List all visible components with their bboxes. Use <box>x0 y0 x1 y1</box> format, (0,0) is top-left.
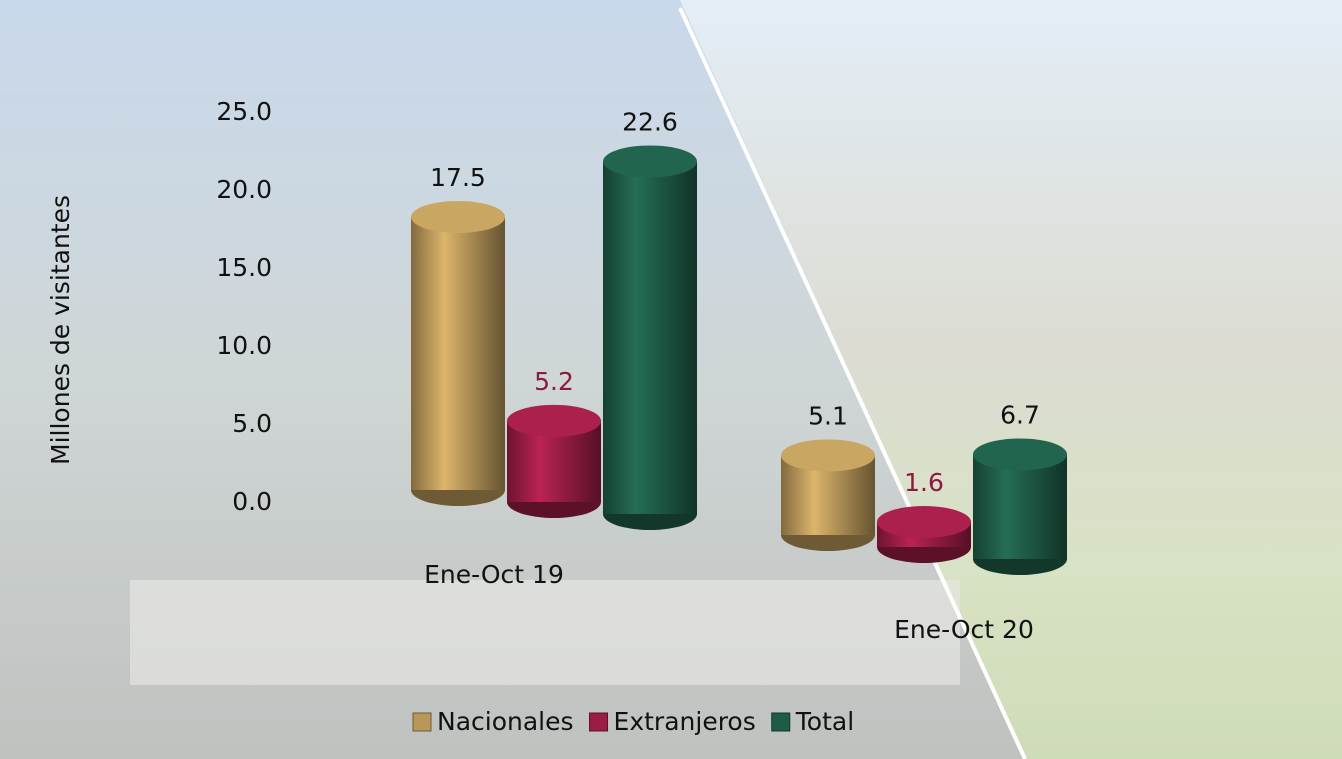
x-tick-label: Ene-Oct 19 <box>424 560 564 589</box>
data-label: 5.2 <box>534 367 574 396</box>
data-label: 6.7 <box>1000 400 1040 429</box>
bar <box>411 217 505 490</box>
y-axis-label: Millones de visitantes <box>46 195 75 465</box>
y-tick-label: 25.0 <box>216 97 272 126</box>
bar-top <box>603 145 697 178</box>
bar-top <box>507 404 601 437</box>
monument-slab <box>130 580 960 685</box>
legend-label: Extranjeros <box>614 707 756 736</box>
y-tick-label: 10.0 <box>216 331 272 360</box>
divider <box>678 7 1027 759</box>
y-tick-label: 0.0 <box>232 487 272 516</box>
legend: Nacionales Extranjeros Total <box>412 707 854 736</box>
legend-swatch <box>412 712 432 732</box>
legend-swatch <box>589 712 609 732</box>
bar-top <box>877 506 971 539</box>
y-tick-label: 5.0 <box>232 409 272 438</box>
data-label: 5.1 <box>808 401 848 430</box>
background-left <box>0 0 1025 759</box>
y-tick-label: 20.0 <box>216 175 272 204</box>
data-label: 22.6 <box>622 107 678 136</box>
legend-label: Total <box>795 707 854 736</box>
bar-top <box>973 438 1067 471</box>
y-tick-label: 15.0 <box>216 253 272 282</box>
bar <box>603 161 697 514</box>
bar-top <box>781 439 875 472</box>
legend-swatch <box>771 712 791 732</box>
bar <box>973 454 1067 559</box>
bar-top <box>411 201 505 233</box>
legend-label: Nacionales <box>437 707 574 736</box>
x-tick-label: Ene-Oct 20 <box>894 615 1034 644</box>
data-label: 1.6 <box>904 468 944 497</box>
data-label: 17.5 <box>430 163 486 192</box>
